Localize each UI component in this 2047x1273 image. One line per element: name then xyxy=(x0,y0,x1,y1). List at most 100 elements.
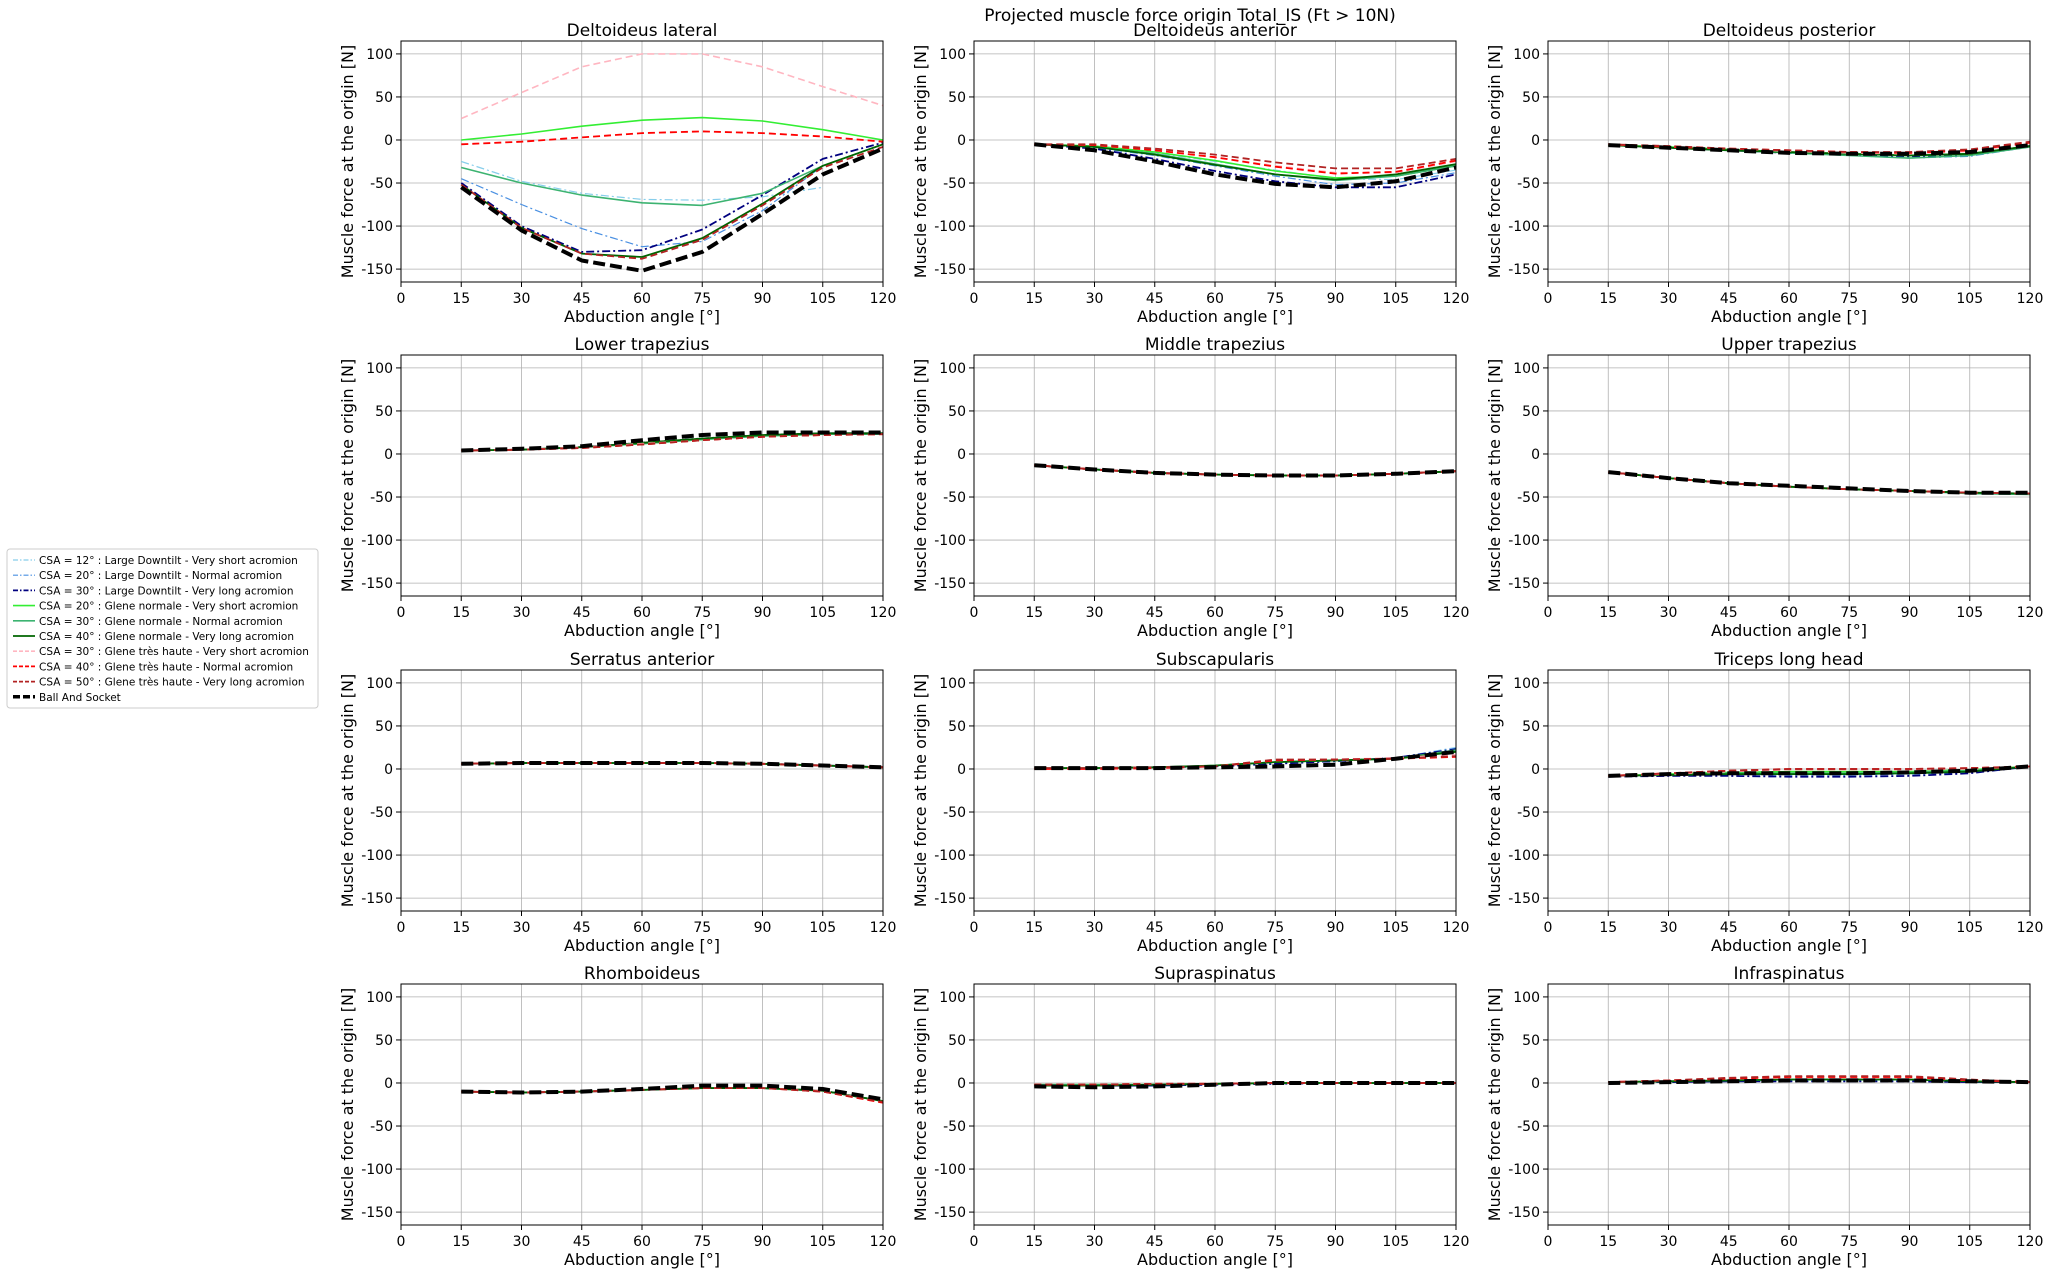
subplot: 0 15 30 45 60 75 90 105 120 -150 -100 -50 0 50 100 Midd… xyxy=(911,335,1469,640)
subplot-title: Upper trapezius xyxy=(1721,335,1857,355)
series-line xyxy=(1608,470,2030,495)
x-tick-label: 45 xyxy=(573,920,591,936)
x-tick-label: 105 xyxy=(1956,291,1983,307)
series-line xyxy=(460,141,884,253)
axes-frame xyxy=(400,354,884,597)
series-line xyxy=(460,146,884,273)
x-tick-label: 105 xyxy=(1956,1234,1983,1250)
y-tick-label: 0 xyxy=(384,133,393,149)
y-axis-label: Muscle force at the origin [N] xyxy=(338,359,357,592)
subplot: 0 15 30 45 60 75 90 105 120 -150 -100 -50 0 50 100 Rhom… xyxy=(338,964,896,1269)
x-tick-label: 105 xyxy=(1956,605,1983,621)
legend-label: CSA = 40° : Glene normale - Very long ac… xyxy=(39,631,294,643)
series-line xyxy=(1608,143,2031,156)
y-tick-label: -150 xyxy=(361,1205,393,1221)
y-tick-label: 100 xyxy=(939,990,966,1006)
series-line xyxy=(461,1083,884,1102)
y-tick-label: -50 xyxy=(943,805,966,821)
axes-frame xyxy=(1547,983,2031,1226)
y-tick-label: -150 xyxy=(934,1205,966,1221)
subplot: 0 15 30 45 60 75 90 105 120 -150 -100 -50 0 50 100 Serr… xyxy=(338,650,896,955)
y-tick-label: -100 xyxy=(1508,219,1540,235)
x-tick-label: 30 xyxy=(1086,920,1104,936)
y-tick-label: -100 xyxy=(934,533,966,549)
y-tick-label: 0 xyxy=(1531,133,1540,149)
axes-frame xyxy=(400,669,884,912)
x-tick-label: 90 xyxy=(754,920,772,936)
y-axis-label: Muscle force at the origin [N] xyxy=(338,988,357,1221)
x-tick-label: 45 xyxy=(1146,1234,1164,1250)
x-axis-label: Abduction angle [°] xyxy=(1711,307,1867,326)
series-line xyxy=(1034,463,1457,478)
x-tick-label: 0 xyxy=(970,1234,979,1250)
x-tick-label: 30 xyxy=(513,605,531,621)
y-tick-label: 100 xyxy=(366,47,393,63)
y-tick-label: 50 xyxy=(1522,404,1540,420)
x-tick-label: 90 xyxy=(754,605,772,621)
series-line xyxy=(1608,764,2031,778)
x-tick-label: 75 xyxy=(693,1234,711,1250)
x-tick-label: 45 xyxy=(1720,605,1738,621)
x-tick-label: 75 xyxy=(1840,1234,1858,1250)
x-tick-label: 60 xyxy=(1780,605,1798,621)
subplot: 0 15 30 45 60 75 90 105 120 -150 -100 -50 0 50 100 Supr… xyxy=(911,964,1469,1269)
series-line xyxy=(461,116,884,141)
y-tick-label: 100 xyxy=(366,676,393,692)
x-tick-label: 75 xyxy=(1266,1234,1284,1250)
x-tick-label: 15 xyxy=(1599,605,1617,621)
series-line xyxy=(460,53,884,120)
x-tick-label: 60 xyxy=(633,291,651,307)
series-line xyxy=(460,146,884,260)
series-line xyxy=(1034,143,1457,170)
x-tick-label: 60 xyxy=(1780,291,1798,307)
y-tick-label: -150 xyxy=(1508,1205,1540,1221)
y-tick-label: 100 xyxy=(366,361,393,377)
x-tick-label: 45 xyxy=(1146,920,1164,936)
legend-label: CSA = 30° : Glene normale - Normal acrom… xyxy=(39,616,283,628)
y-tick-label: 50 xyxy=(375,404,393,420)
x-tick-label: 120 xyxy=(870,920,897,936)
x-tick-label: 0 xyxy=(970,920,979,936)
x-tick-label: 90 xyxy=(1901,605,1919,621)
series-line xyxy=(1608,1078,2031,1085)
y-tick-label: -100 xyxy=(1508,848,1540,864)
y-tick-label: -150 xyxy=(934,891,966,907)
x-tick-label: 105 xyxy=(1382,920,1409,936)
x-tick-label: 15 xyxy=(1599,1234,1617,1250)
x-tick-label: 0 xyxy=(1544,920,1553,936)
y-tick-label: 0 xyxy=(1531,762,1540,778)
series-line xyxy=(1034,142,1457,190)
y-tick-label: 100 xyxy=(1513,676,1540,692)
x-tick-label: 105 xyxy=(1382,1234,1409,1250)
x-tick-label: 30 xyxy=(1086,605,1104,621)
legend-label: CSA = 40° : Glene très haute - Normal ac… xyxy=(39,661,293,673)
series-line xyxy=(461,130,884,146)
y-tick-label: -100 xyxy=(361,848,393,864)
legend-box xyxy=(6,548,319,709)
y-tick-label: 0 xyxy=(957,1076,966,1092)
x-tick-label: 90 xyxy=(1901,920,1919,936)
y-axis-label: Muscle force at the origin [N] xyxy=(1485,674,1504,907)
y-tick-label: -100 xyxy=(934,1162,966,1178)
x-tick-label: 60 xyxy=(633,920,651,936)
y-tick-label: -100 xyxy=(1508,1162,1540,1178)
x-tick-label: 105 xyxy=(809,605,836,621)
y-axis-label: Muscle force at the origin [N] xyxy=(911,45,930,278)
y-tick-label: 100 xyxy=(939,361,966,377)
y-tick-label: -50 xyxy=(1517,1119,1540,1135)
x-tick-label: 105 xyxy=(809,1234,836,1250)
y-tick-label: -150 xyxy=(1508,262,1540,278)
x-tick-label: 90 xyxy=(1901,291,1919,307)
x-tick-label: 60 xyxy=(1206,920,1224,936)
x-tick-label: 105 xyxy=(1956,920,1983,936)
y-tick-label: 0 xyxy=(384,762,393,778)
subplot-title: Deltoideus anterior xyxy=(1133,21,1297,41)
x-tick-label: 75 xyxy=(1840,605,1858,621)
x-tick-label: 15 xyxy=(1025,920,1043,936)
legend-label: CSA = 20° : Large Downtilt - Normal acro… xyxy=(39,570,282,582)
x-tick-label: 45 xyxy=(573,291,591,307)
y-tick-label: -50 xyxy=(1517,176,1540,192)
x-axis-label: Abduction angle [°] xyxy=(1711,621,1867,640)
legend-label: CSA = 50° : Glene très haute - Very long… xyxy=(39,677,305,689)
